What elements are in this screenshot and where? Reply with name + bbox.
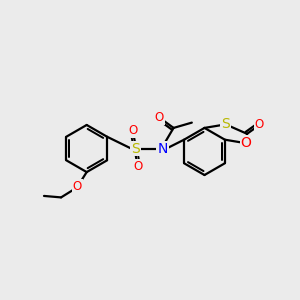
Text: O: O xyxy=(128,124,137,137)
Text: S: S xyxy=(131,142,140,155)
Text: O: O xyxy=(241,136,251,150)
Text: O: O xyxy=(73,180,82,193)
Text: N: N xyxy=(157,142,168,155)
Text: O: O xyxy=(155,111,164,124)
Text: S: S xyxy=(221,117,230,131)
Text: O: O xyxy=(133,160,142,173)
Text: O: O xyxy=(255,118,264,131)
